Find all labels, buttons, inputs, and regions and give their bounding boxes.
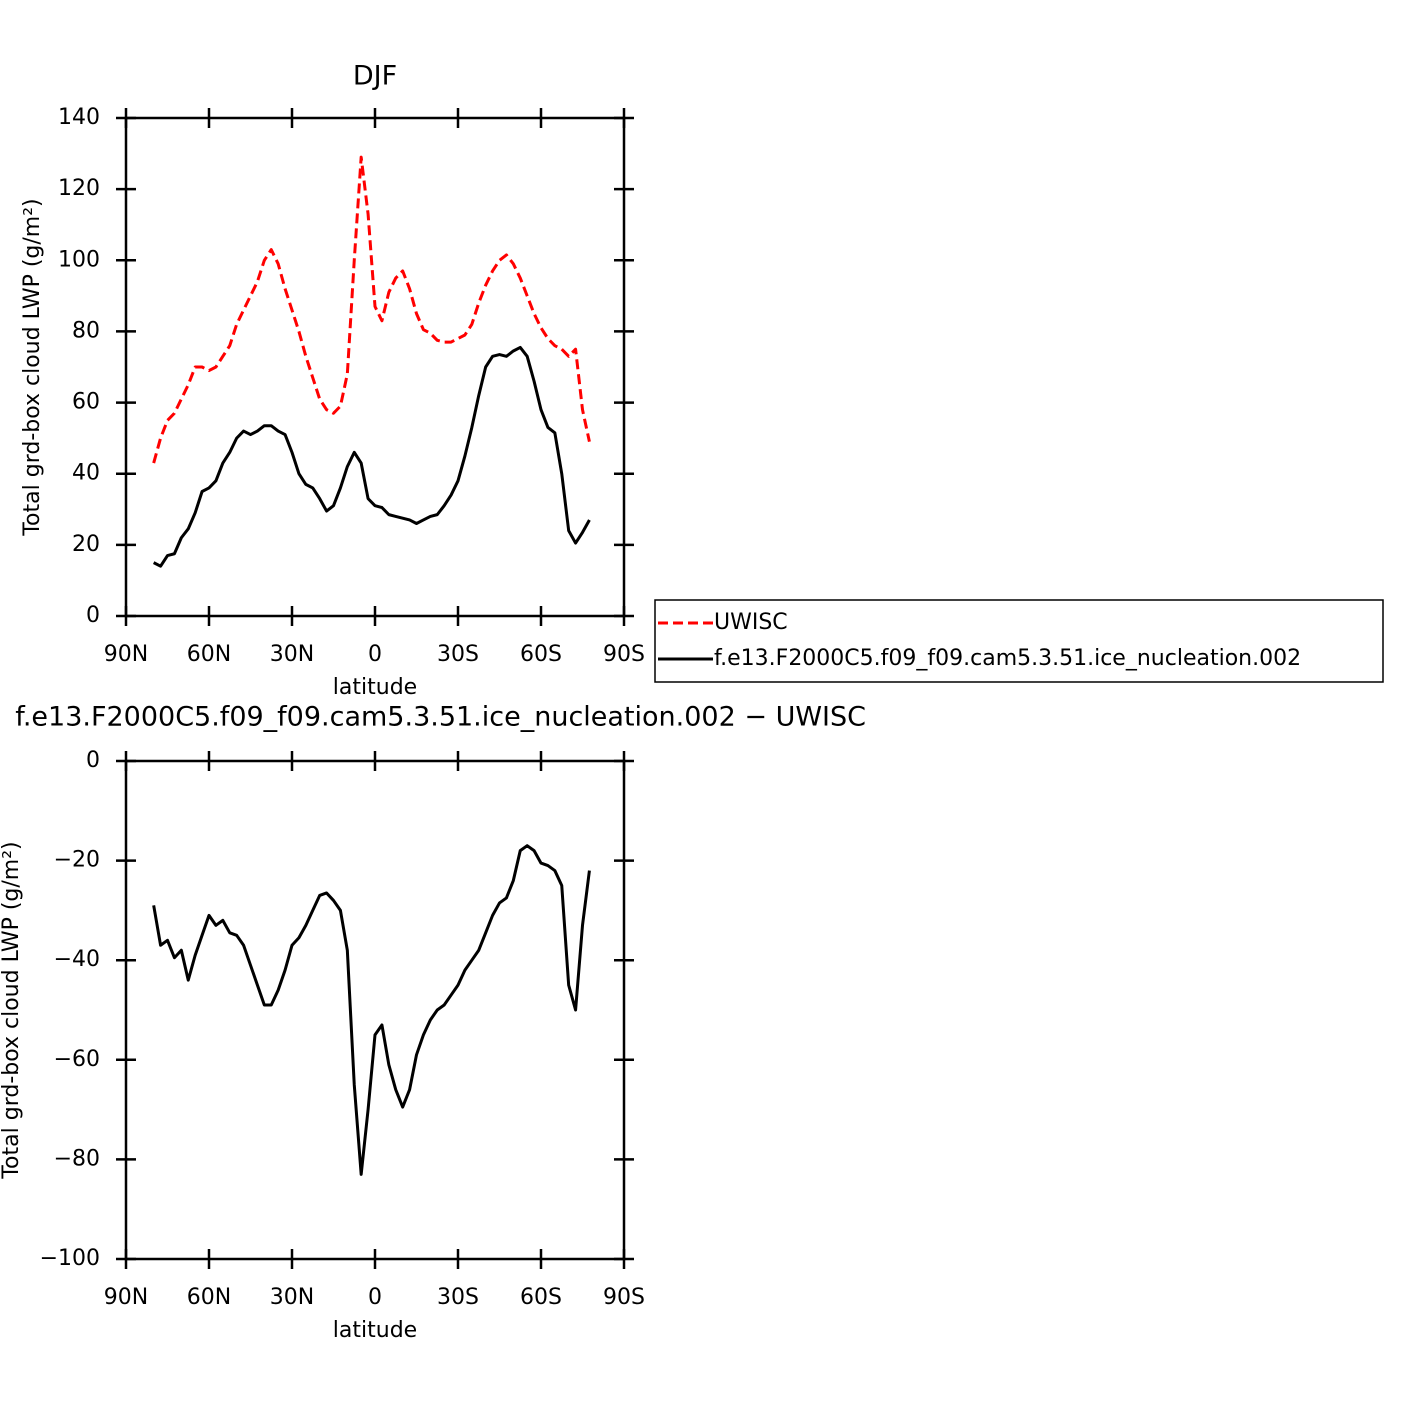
y-tick-label: 20 bbox=[72, 532, 100, 557]
plot-frame bbox=[124, 759, 626, 1261]
y-tick-label: −80 bbox=[54, 1146, 100, 1171]
x-tick-label: 30S bbox=[437, 1285, 479, 1310]
x-tick-label: 60N bbox=[187, 1285, 231, 1310]
y-tick-label: 40 bbox=[72, 461, 100, 486]
x-tick-label: 0 bbox=[368, 1285, 382, 1310]
legend-box bbox=[654, 599, 1384, 683]
legend-label: UWISC bbox=[714, 610, 788, 635]
x-tick-label: 0 bbox=[368, 642, 382, 667]
y-tick-label: 120 bbox=[58, 176, 100, 201]
y-tick-label: −100 bbox=[40, 1246, 100, 1271]
x-axis-label: latitude bbox=[333, 1318, 417, 1343]
y-tick-label: 140 bbox=[58, 105, 100, 130]
y-tick-label: 60 bbox=[72, 390, 100, 415]
data-line bbox=[152, 345, 591, 568]
y-tick-label: −40 bbox=[54, 947, 100, 972]
x-axis-label: latitude bbox=[333, 675, 417, 700]
legend-label: f.e13.F2000C5.f09_f09.cam5.3.51.ice_nucl… bbox=[714, 646, 1301, 671]
x-tick-label: 60S bbox=[520, 1285, 562, 1310]
x-tick-label: 90S bbox=[603, 642, 645, 667]
y-tick-label: 80 bbox=[72, 318, 100, 343]
x-tick-label: 60S bbox=[520, 642, 562, 667]
y-tick-label: −60 bbox=[54, 1047, 100, 1072]
x-tick-label: 30S bbox=[437, 642, 479, 667]
data-line bbox=[152, 155, 591, 464]
x-tick-label: 60N bbox=[187, 642, 231, 667]
x-tick-label: 30N bbox=[270, 1285, 314, 1310]
chart-title: f.e13.F2000C5.f09_f09.cam5.3.51.ice_nucl… bbox=[15, 702, 866, 733]
data-line bbox=[152, 844, 591, 1176]
y-tick-label: −20 bbox=[54, 848, 100, 873]
chart-title: DJF bbox=[353, 61, 397, 92]
x-tick-label: 90N bbox=[104, 1285, 148, 1310]
y-tick-label: 0 bbox=[86, 603, 100, 628]
y-tick-label: 0 bbox=[86, 748, 100, 773]
x-tick-label: 90S bbox=[603, 1285, 645, 1310]
x-tick-label: 30N bbox=[270, 642, 314, 667]
y-tick-label: 100 bbox=[58, 247, 100, 272]
x-tick-label: 90N bbox=[104, 642, 148, 667]
y-axis-label: Total grd-box cloud LWP (g/m²) bbox=[0, 841, 24, 1179]
y-axis-label: Total grd-box cloud LWP (g/m²) bbox=[20, 198, 45, 536]
